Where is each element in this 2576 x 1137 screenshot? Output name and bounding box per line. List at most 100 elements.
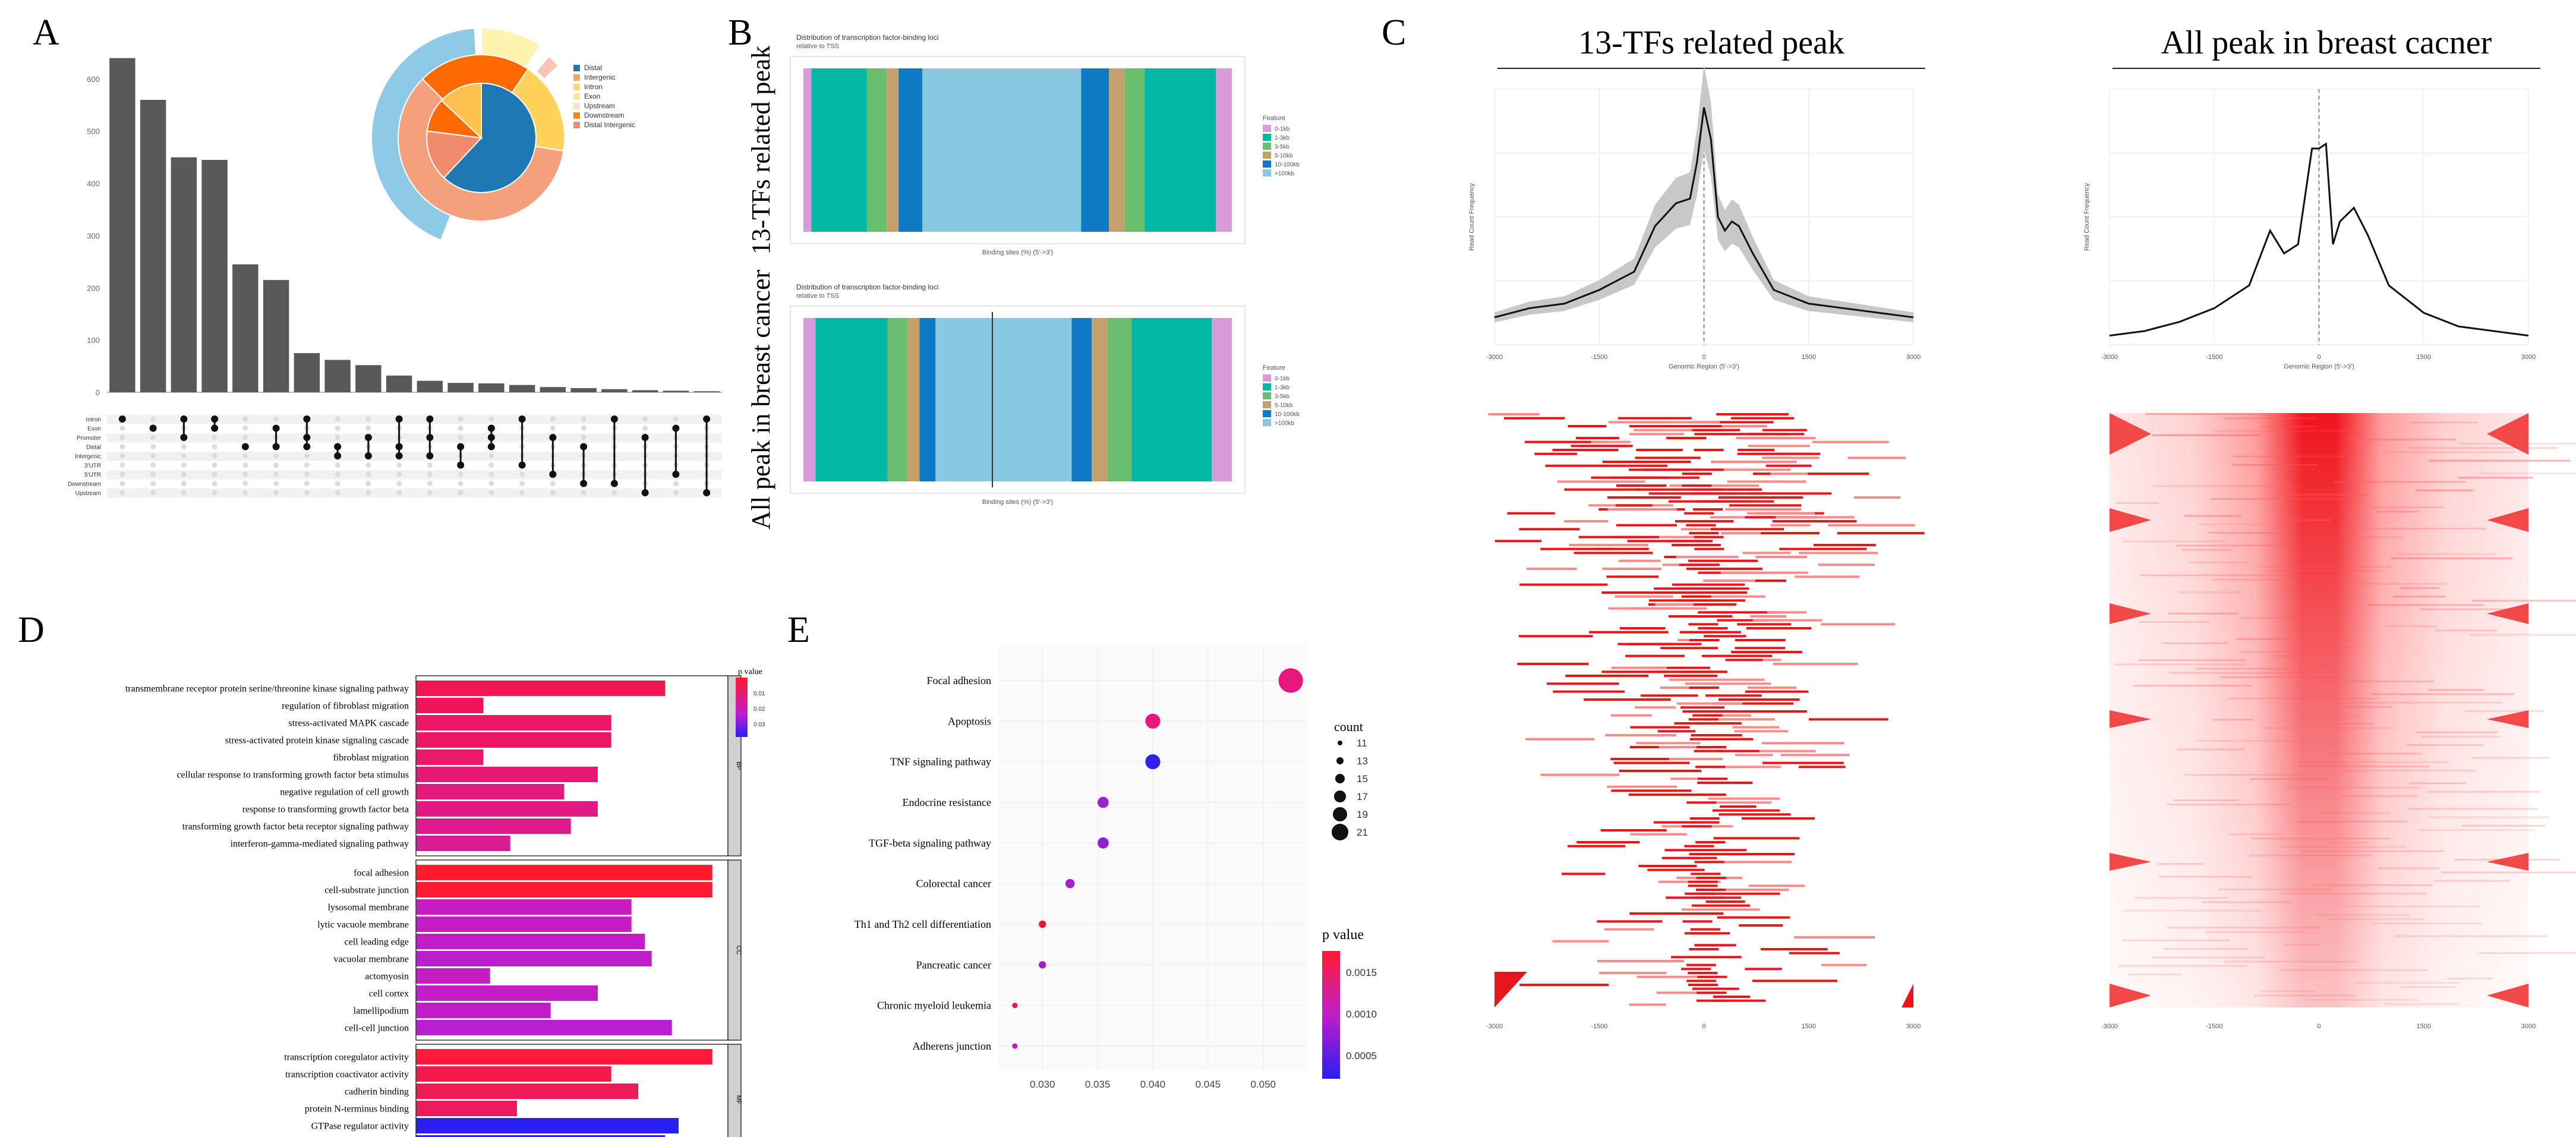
c-heatmap-left-segment — [1798, 766, 1846, 769]
a-bar — [540, 387, 566, 392]
c-heatmap-left-segment — [1686, 801, 1717, 804]
c-heatmap-right-streak — [2376, 511, 2419, 513]
c-heatmap-right-streak — [2314, 681, 2435, 682]
panel-b-distribution-charts: Distribution of transcription factor-bin… — [746, 33, 1300, 530]
c-heatmap-left-segment — [1568, 425, 1607, 427]
c-heatmap-right-x-tick: 0 — [2317, 1023, 2320, 1030]
c-heatmap-left-segment — [1748, 445, 1810, 448]
c-heatmap-left-segment — [1703, 579, 1755, 582]
c-heatmap-left-segment — [1655, 603, 1694, 606]
e-size-legend-label: 11 — [1357, 738, 1367, 749]
d-term-label: cell-cell junction — [345, 1023, 409, 1034]
d-term-label: cell leading edge — [345, 937, 409, 947]
a-donut-legend-label: Distal — [584, 64, 602, 72]
c-heatmap-right-streak — [2184, 515, 2241, 517]
c-heatmap-left-segment — [1670, 777, 1707, 780]
a-matrix-dot-empty — [181, 462, 187, 468]
c-heatmap-right-streak — [2257, 566, 2392, 568]
c-heatmap-left-segment — [1692, 987, 1739, 990]
c-heatmap-left-segment — [1605, 734, 1676, 736]
c-heatmap-left-segment — [1600, 829, 1667, 832]
c-heatmap-left-segment — [1703, 611, 1784, 614]
d-bar — [416, 1101, 517, 1116]
e-pathway-label: Pancreatic cancer — [916, 959, 991, 971]
c-heatmap-left-segment — [1601, 670, 1668, 673]
b-legend-swatch — [1263, 374, 1271, 382]
c-heatmap-right-streak — [2205, 931, 2305, 933]
c-heatmap-left-segment — [1672, 583, 1745, 586]
a-matrix-dot-empty — [335, 462, 340, 468]
c-heatmap-left-segment — [1610, 758, 1669, 760]
c-confidence-band — [1494, 64, 1913, 323]
b-row-label: 13-TFs related peak — [746, 46, 775, 255]
c-heatmap-left-segment — [1695, 841, 1726, 843]
c-heatmap-left-segment — [1694, 944, 1724, 947]
a-matrix-dot-empty — [427, 481, 433, 486]
a-bar — [263, 280, 289, 392]
d-legend-tick: 0.03 — [753, 722, 765, 728]
c-heatmap-left-corner — [1902, 984, 1913, 1007]
b-legend-swatch — [1263, 401, 1271, 408]
d-term-label: stress-activated protein kinase signalin… — [225, 736, 409, 746]
b-segment — [1071, 318, 1092, 481]
a-y-tick-label: 300 — [87, 231, 100, 240]
d-term-label: actomyosin — [365, 972, 409, 982]
c-heatmap-right-streak — [2458, 477, 2533, 479]
c-heatmap-right-streak — [2297, 820, 2407, 823]
e-pathway-label: Endocrine resistance — [903, 796, 991, 808]
b-segment — [803, 68, 812, 232]
a-matrix-dot-empty — [242, 490, 248, 496]
a-donut-legend-label: Intron — [584, 83, 603, 91]
e-size-legend-dot — [1332, 824, 1348, 840]
a-matrix-dot-empty — [273, 453, 279, 459]
c-heatmap-left-segment — [1575, 437, 1619, 439]
c-heatmap-left-segment — [1700, 892, 1780, 895]
d-bar — [416, 916, 632, 932]
c-heatmap-right-streak — [2167, 927, 2322, 929]
c-heatmap-right-x-tick: 3000 — [2521, 1023, 2536, 1030]
c-heatmap-left-segment — [1717, 619, 1768, 622]
c-heatmap-left-segment — [1604, 928, 1654, 931]
a-matrix-dot-empty — [550, 426, 556, 431]
c-heatmap-right-wedge — [2110, 413, 2151, 455]
a-set-label: Downstream — [68, 481, 101, 488]
c-heatmap-left-segment — [1745, 690, 1809, 693]
c-heatmap-left-segment — [1599, 972, 1667, 974]
c-heatmap-left-segment — [1684, 425, 1767, 427]
e-point — [1098, 796, 1109, 808]
c-heatmap-right-streak — [2415, 489, 2473, 492]
b-chart-subtitle: relative to TSS — [796, 43, 839, 50]
c-heatmap-right-streak — [2182, 549, 2231, 551]
c-heatmap-right-wedge — [2487, 710, 2528, 728]
c-heatmap-right-streak — [2278, 519, 2333, 521]
c-heatmap-left-segment — [1694, 896, 1724, 899]
b-xlabel: Binding sites (%) (5'->3') — [982, 249, 1053, 256]
b-plot-frame — [790, 56, 1246, 244]
a-matrix-dot-empty — [181, 490, 187, 496]
c-profile-xlabel: Genomic Region (5'->3') — [2284, 363, 2354, 370]
c-heatmap-right-streak — [2178, 591, 2242, 593]
c-heatmap-right-streak — [2228, 833, 2282, 836]
c-heatmap-right-streak — [2212, 719, 2254, 721]
c-heatmap-left-segment — [1761, 742, 1844, 745]
a-set-label: Intron — [86, 417, 101, 423]
b-segment — [1216, 68, 1232, 232]
c-heatmap-right-streak — [2177, 748, 2246, 751]
a-matrix-dot-empty — [488, 416, 494, 422]
a-matrix-dot-empty — [119, 453, 125, 459]
c-heatmap-left-segment — [1669, 678, 1705, 681]
c-heatmap-left-segment — [1682, 484, 1712, 487]
c-heatmap-left-segment — [1564, 488, 1642, 491]
c-heatmap-left-segment — [1638, 865, 1697, 867]
c-heatmap-left-segment — [1666, 437, 1707, 439]
c-heatmap-left-segment — [1703, 635, 1746, 638]
e-point — [1145, 754, 1161, 770]
a-matrix-dot-empty — [458, 426, 464, 431]
c-heatmap-left-segment — [1684, 595, 1765, 598]
a-matrix-dot-empty — [335, 426, 340, 431]
a-donut-outer-slice — [535, 55, 560, 80]
e-point — [1065, 878, 1075, 889]
a-donut-legend-label: Upstream — [584, 102, 615, 110]
c-heatmap-left-segment — [1639, 421, 1720, 424]
e-pathway-label: TGF-beta signaling pathway — [869, 837, 991, 849]
